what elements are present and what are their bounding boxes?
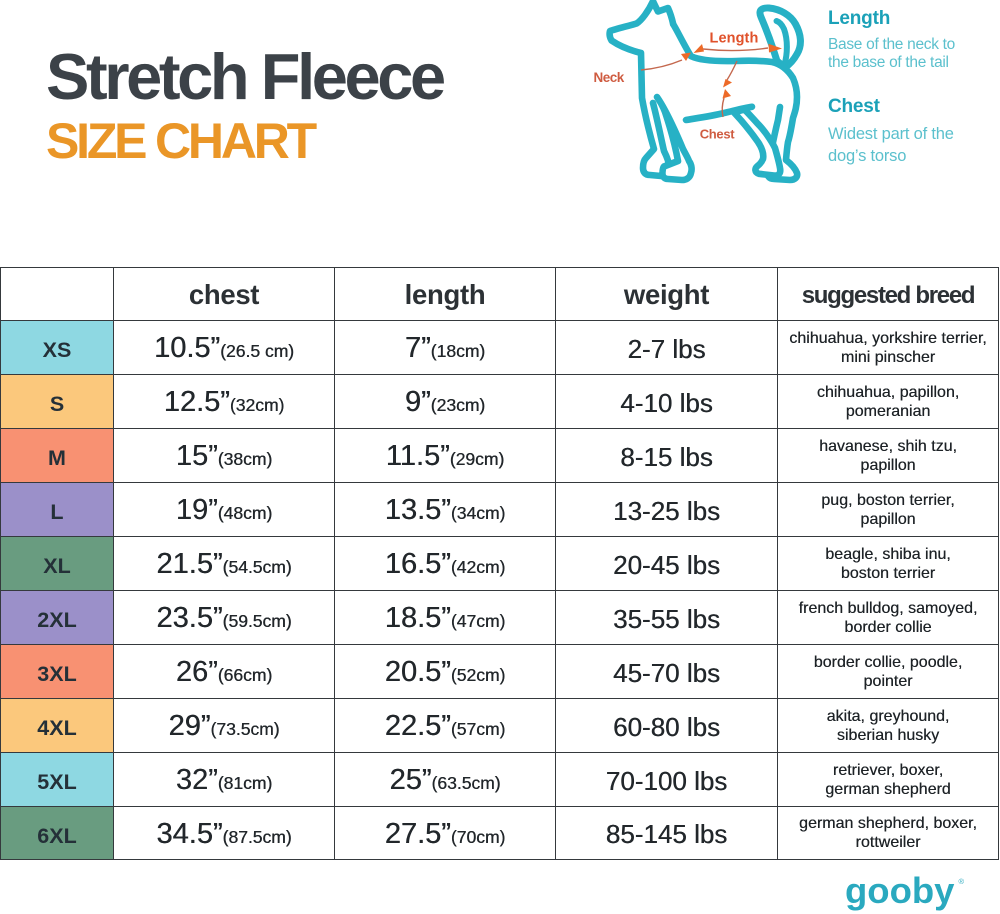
svg-text:Neck: Neck: [594, 70, 625, 85]
svg-text:Length: Length: [710, 31, 759, 47]
svg-text:Chest: Chest: [700, 126, 736, 141]
